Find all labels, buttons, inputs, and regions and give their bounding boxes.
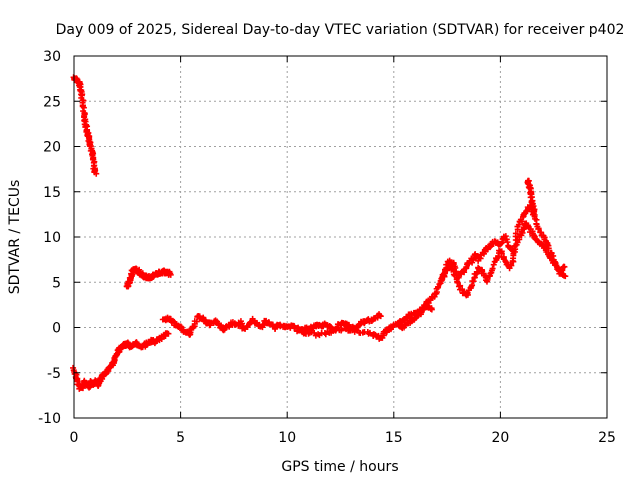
grid-lines: [74, 56, 607, 418]
data-point: [531, 211, 538, 218]
data-point: [510, 252, 517, 259]
y-tick-label: 20: [43, 140, 61, 156]
data-point: [487, 270, 494, 277]
data-point: [434, 284, 441, 291]
y-tick-label: 25: [43, 94, 61, 110]
axis-ticks: 0 5 10 15 20 25 -10 -5 0 5 10 15 20 25 30: [38, 49, 616, 446]
series: [123, 265, 174, 290]
y-tick-label: 15: [43, 185, 61, 201]
y-tick-label: 0: [52, 321, 61, 337]
data-point: [476, 255, 483, 262]
data-point: [561, 263, 568, 270]
y-axis-label: SDTVAR / TECUs: [7, 180, 23, 295]
series: [395, 302, 435, 332]
data-point: [548, 254, 555, 261]
data-point: [167, 271, 174, 278]
data-point: [165, 330, 172, 337]
data-point: [377, 313, 384, 320]
data-point: [366, 329, 373, 336]
chart-title: Day 009 of 2025, Sidereal Day-to-day VTE…: [56, 22, 625, 38]
data-point: [93, 170, 100, 177]
data-point: [535, 225, 542, 232]
series: [159, 311, 384, 338]
data-points: [70, 74, 569, 392]
x-tick-label: 15: [385, 430, 403, 446]
series: [524, 177, 538, 218]
data-point: [436, 281, 443, 288]
y-tick-label: 10: [43, 230, 61, 246]
data-point: [498, 250, 505, 257]
data-point: [512, 230, 519, 237]
x-tick-label: 20: [491, 430, 509, 446]
x-tick-label: 5: [176, 430, 185, 446]
y-tick-label: 5: [52, 275, 61, 291]
data-point: [562, 273, 569, 280]
data-point: [539, 241, 546, 248]
data-point: [428, 306, 435, 313]
series: [70, 74, 100, 177]
x-tick-label: 0: [70, 430, 79, 446]
data-point: [484, 276, 491, 283]
data-point: [490, 261, 497, 268]
series: [70, 330, 172, 392]
data-point: [473, 268, 480, 275]
x-axis-label: GPS time / hours: [281, 459, 398, 475]
series: [437, 220, 569, 299]
data-point: [341, 325, 348, 332]
y-tick-label: 30: [43, 49, 61, 65]
x-tick-label: 25: [598, 430, 616, 446]
x-tick-label: 10: [278, 430, 296, 446]
data-point: [498, 240, 505, 247]
data-point: [489, 265, 496, 272]
data-point: [294, 328, 301, 335]
y-tick-label: -10: [38, 411, 61, 427]
data-point: [418, 309, 425, 316]
y-tick-label: -5: [47, 366, 61, 382]
